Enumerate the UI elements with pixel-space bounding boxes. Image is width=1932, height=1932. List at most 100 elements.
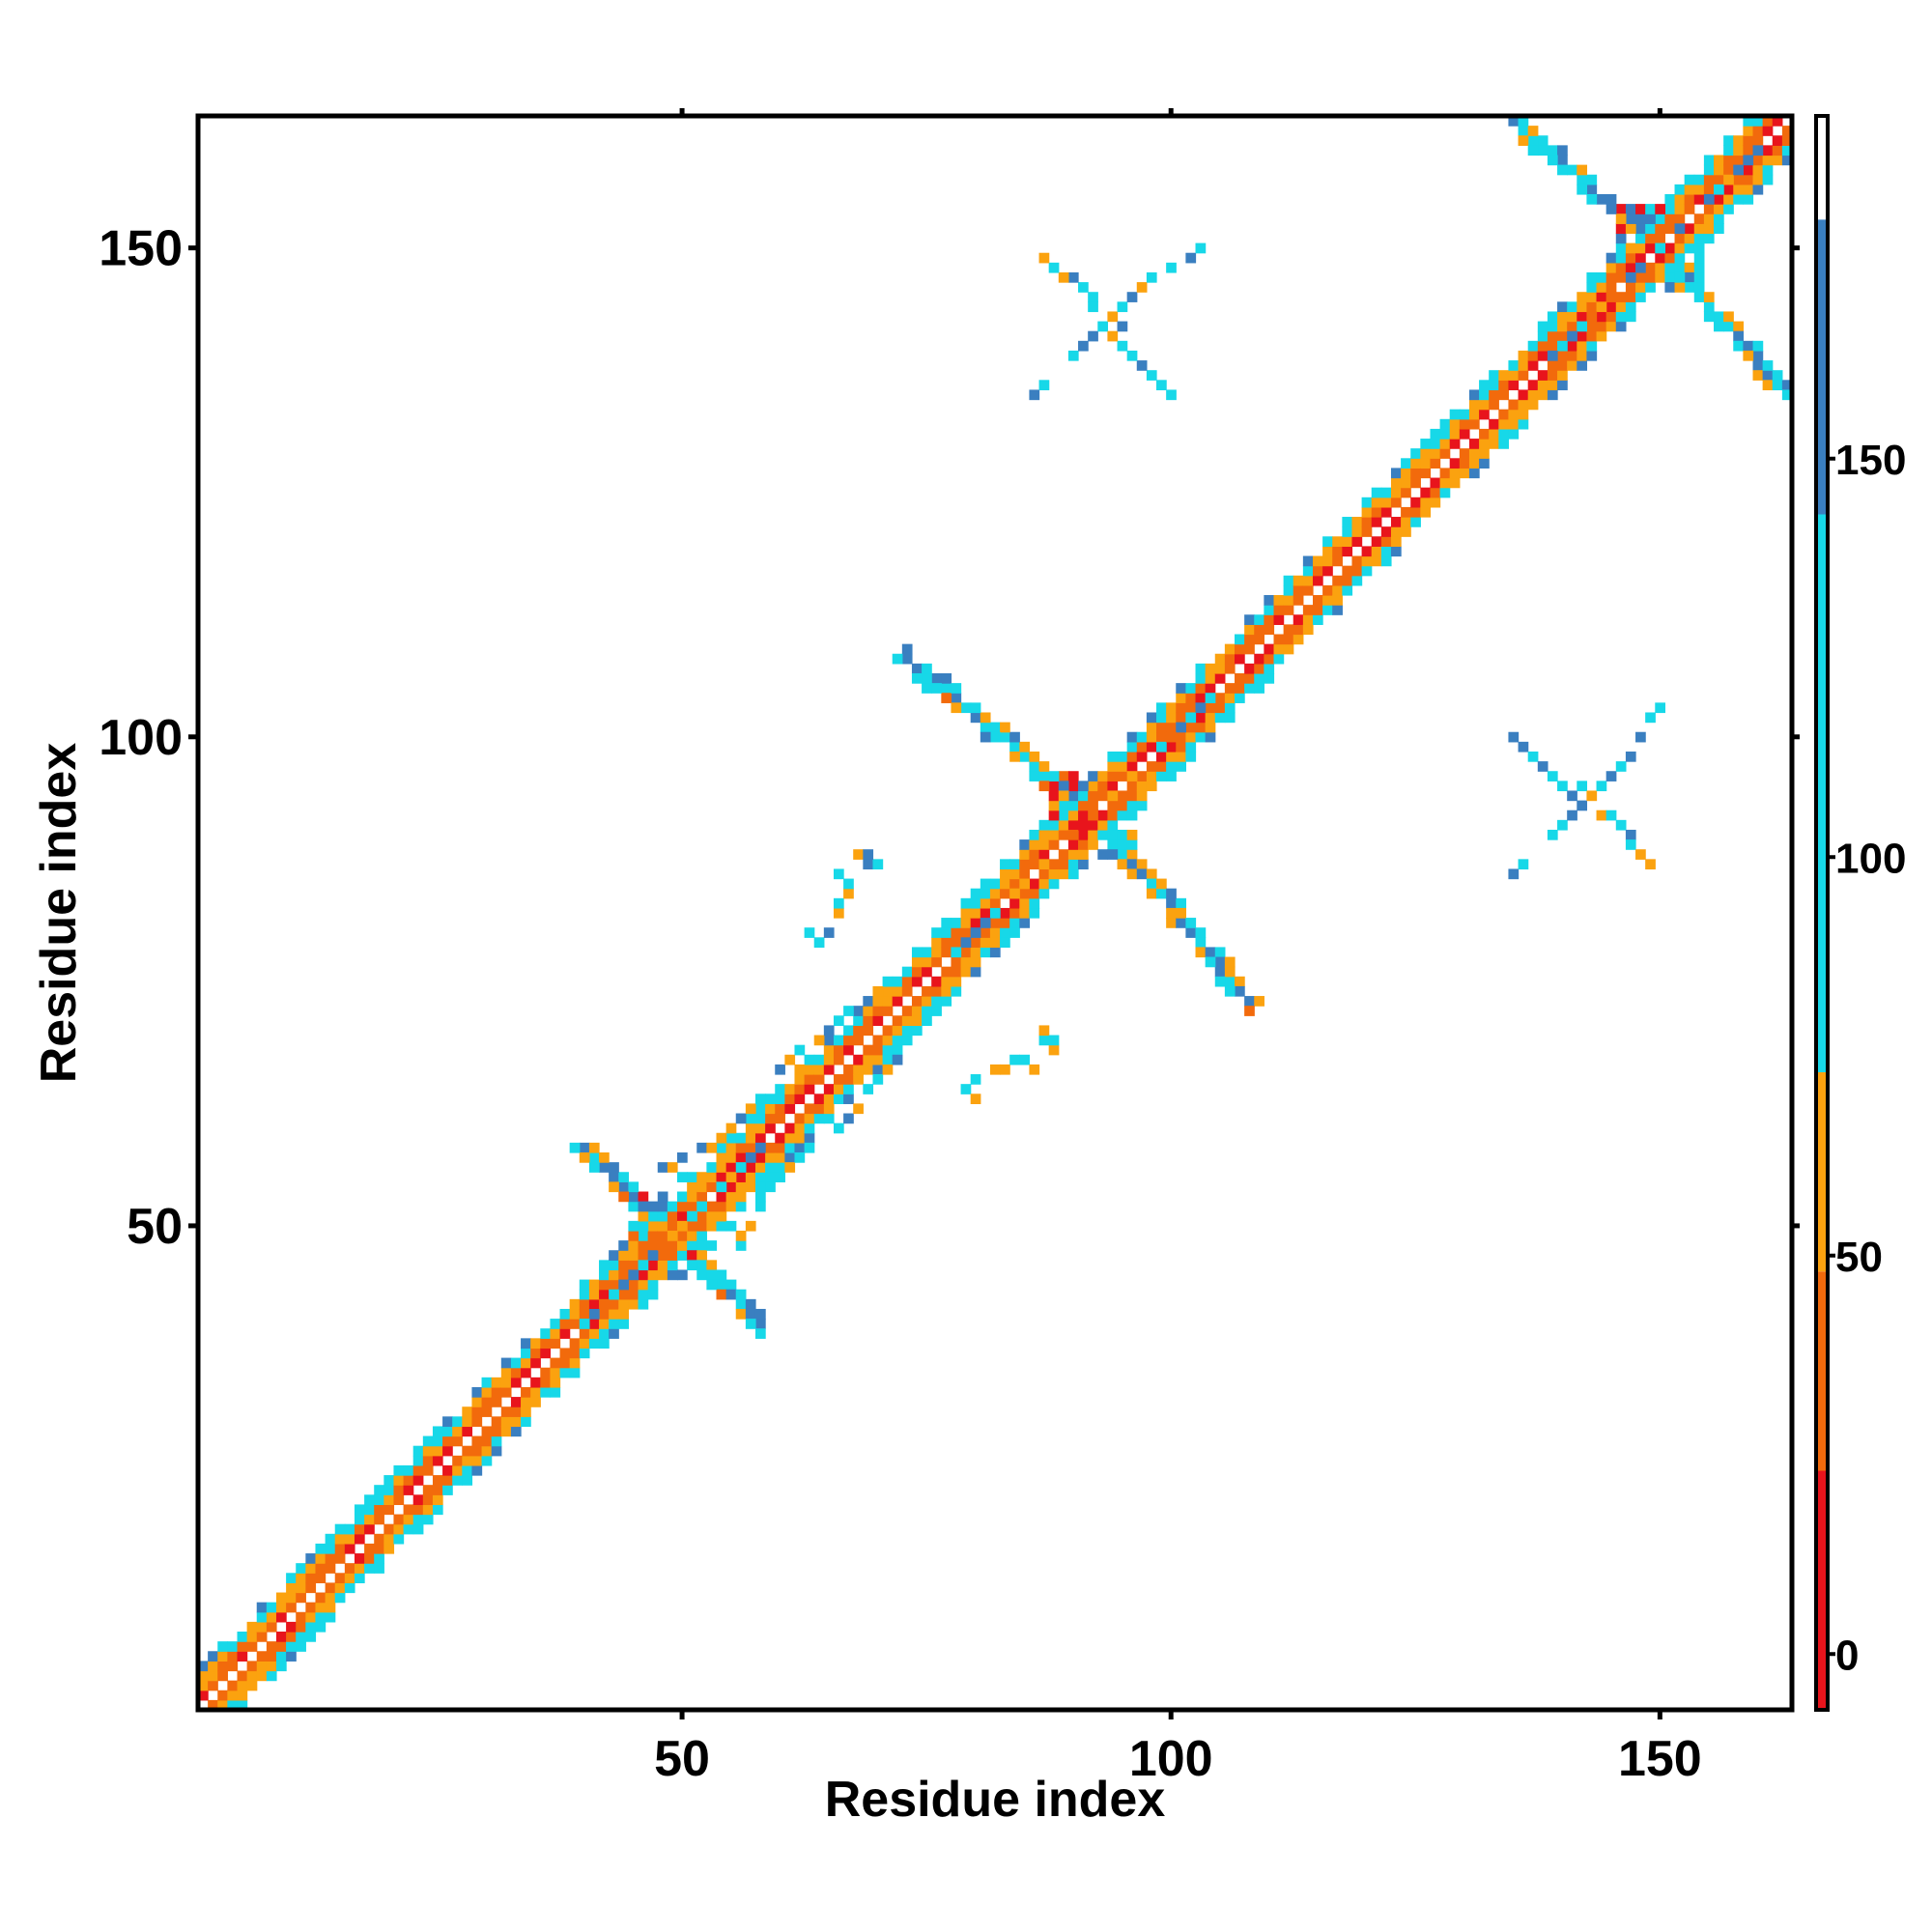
heatmap-cell (1361, 497, 1373, 508)
heatmap-cell (1459, 468, 1470, 479)
heatmap-cell (931, 937, 942, 949)
heatmap-cell (1166, 702, 1177, 714)
heatmap-cell (1703, 223, 1715, 235)
heatmap-cell (412, 1445, 424, 1457)
heatmap-cell (1009, 741, 1020, 753)
heatmap-cell (208, 1680, 218, 1691)
heatmap-cell (1752, 340, 1764, 352)
heatmap-cell (334, 1592, 346, 1604)
heatmap-cell (1195, 722, 1207, 733)
heatmap-cell (1088, 301, 1098, 313)
heatmap-cell (1645, 271, 1656, 283)
heatmap-cell (882, 1044, 894, 1056)
heatmap-cell (237, 1651, 248, 1662)
heatmap-cell (872, 1035, 884, 1046)
heatmap-cell (696, 1191, 707, 1203)
heatmap-cell (960, 956, 972, 968)
heatmap-cell (275, 1611, 287, 1623)
heatmap-cell (1714, 223, 1724, 235)
heatmap-cell (1577, 311, 1588, 323)
heatmap-cell (735, 1152, 747, 1163)
heatmap-cell (901, 966, 913, 978)
heatmap-cell (1489, 399, 1499, 411)
heatmap-cell (384, 1543, 395, 1554)
heatmap-cell (540, 1328, 552, 1339)
heatmap-cell (1126, 741, 1138, 753)
heatmap-cell (384, 1475, 395, 1486)
heatmap-cell (432, 1445, 443, 1457)
heatmap-cell (1107, 330, 1119, 342)
heatmap-cell (1117, 859, 1128, 870)
heatmap-cell (344, 1563, 355, 1574)
heatmap-cell (892, 1054, 903, 1065)
heatmap-cell (1733, 193, 1744, 205)
heatmap-cell (569, 1367, 581, 1378)
heatmap-cell (403, 1523, 414, 1535)
heatmap-cell (1752, 174, 1764, 185)
heatmap-cell (1439, 468, 1451, 479)
heatmap-cell (1380, 487, 1392, 498)
heatmap-cell (354, 1563, 365, 1574)
heatmap-cell (1058, 800, 1069, 811)
heatmap-cell (1615, 262, 1627, 273)
heatmap-cell (1273, 614, 1285, 625)
heatmap-cell (716, 1181, 727, 1193)
heatmap-cell (237, 1680, 248, 1691)
heatmap-cell (1605, 193, 1617, 205)
heatmap-cell (1166, 389, 1177, 401)
heatmap-cell (1176, 712, 1186, 724)
heatmap-cell (491, 1435, 502, 1447)
heatmap-cell (1264, 643, 1275, 655)
heatmap-cell (1205, 947, 1216, 958)
heatmap-cell (794, 1074, 806, 1085)
heatmap-cell (1380, 555, 1392, 567)
heatmap-cell (1625, 282, 1636, 293)
heatmap-cell (1468, 458, 1480, 469)
heatmap-cell (530, 1357, 541, 1369)
heatmap-cell (941, 693, 952, 703)
heatmap-cell (569, 1319, 581, 1329)
heatmap-cell (344, 1543, 355, 1554)
heatmap-cell (579, 1319, 590, 1329)
heatmap-cell (863, 1015, 874, 1027)
heatmap-cell (550, 1338, 561, 1350)
heatmap-cell (296, 1573, 306, 1583)
heatmap-cell (892, 1015, 903, 1027)
heatmap-cell (1449, 418, 1461, 430)
heatmap-cell (1410, 497, 1421, 508)
heatmap-cell (1723, 184, 1734, 195)
heatmap-cell (716, 1142, 727, 1153)
heatmap-cell (1449, 428, 1461, 440)
heatmap-cell (588, 1308, 600, 1320)
heatmap-cell (1117, 301, 1128, 313)
heatmap-cell (1205, 722, 1216, 733)
heatmap-cell (510, 1406, 522, 1417)
heatmap-cell (1605, 771, 1617, 781)
heatmap-cell (452, 1416, 463, 1428)
heatmap-cell (1527, 145, 1539, 156)
heatmap-cell (1714, 174, 1724, 185)
heatmap-cell (794, 1044, 806, 1056)
heatmap-cell (1156, 712, 1167, 724)
heatmap-cell (1078, 829, 1089, 840)
heatmap-cell (599, 1279, 610, 1291)
heatmap-cell (1117, 340, 1128, 352)
heatmap-cell (1235, 976, 1245, 987)
heatmap-cell (364, 1553, 375, 1564)
heatmap-cell (1635, 849, 1646, 860)
heatmap-cell (227, 1641, 239, 1652)
heatmap-cell (1557, 311, 1568, 323)
heatmap-cell (1489, 439, 1499, 449)
heatmap-cell (872, 1015, 884, 1027)
heatmap-cell (754, 1319, 766, 1329)
heatmap-cell (1244, 1006, 1255, 1016)
heatmap-cell (1205, 712, 1216, 724)
heatmap-cell (393, 1533, 405, 1545)
heatmap-cell (716, 1191, 727, 1203)
heatmap-cell (275, 1661, 287, 1672)
heatmap-cell (1586, 292, 1598, 302)
heatmap-cell (1664, 271, 1676, 283)
heatmap-cell (853, 1064, 864, 1075)
heatmap-cell (256, 1670, 268, 1682)
heatmap-cell (765, 1152, 776, 1163)
